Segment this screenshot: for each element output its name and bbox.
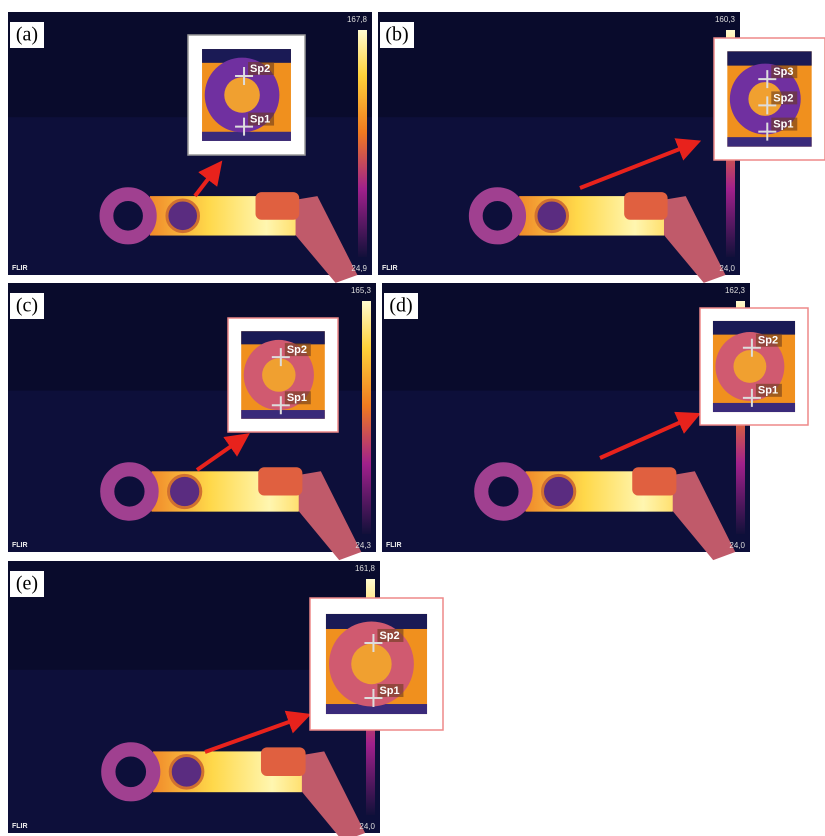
brand-logo: FLIR (12, 823, 28, 830)
scale-max: 160,3 (715, 15, 736, 24)
panel-label: (d) (389, 295, 412, 317)
spot-label: Sp2 (250, 63, 270, 75)
thermal-panel: 161,8 24,0 FLIR (e) Sp2 Sp1 (8, 561, 443, 836)
thermal-panel: 167,8 24,9 FLIR (a) Sp2 Sp1 (8, 12, 372, 283)
inset-core (733, 350, 766, 383)
inset-core (224, 77, 260, 113)
brand-logo: FLIR (12, 265, 28, 272)
inset-core (262, 358, 295, 391)
terminal (624, 192, 667, 220)
thermal-panel: 160,3 24,0 FLIR (b) Sp3 Sp2 Sp1 (378, 12, 825, 283)
color-scale (362, 301, 371, 534)
washer (543, 475, 575, 507)
shadow-region (378, 12, 740, 117)
scale-max: 167,8 (347, 15, 368, 24)
scale-min: 24,0 (359, 822, 375, 831)
spot-label: Sp1 (250, 113, 270, 125)
panel-label: (c) (16, 295, 38, 317)
washer (536, 200, 568, 232)
spot-label: Sp1 (379, 685, 399, 697)
scale-min: 24,0 (719, 264, 735, 273)
spot-label: Sp1 (287, 392, 307, 404)
spot-label: Sp1 (758, 385, 778, 397)
thermal-panel: 165,3 24,3 FLIR (c) Sp2 Sp1 (8, 283, 376, 560)
terminal (258, 467, 302, 495)
spot-label: Sp1 (773, 119, 793, 131)
panel-label: (e) (16, 573, 38, 595)
spot-label: Sp2 (773, 92, 793, 104)
brand-logo: FLIR (382, 265, 398, 272)
inset-core (351, 644, 391, 684)
terminal (256, 192, 300, 220)
terminal (261, 747, 306, 776)
spot-label: Sp3 (773, 66, 793, 78)
terminal (632, 467, 676, 495)
panel-label: (b) (385, 24, 408, 46)
scale-max: 165,3 (351, 286, 372, 295)
panel-label: (a) (16, 24, 38, 46)
washer (170, 755, 203, 788)
inset-top (727, 51, 811, 65)
thermal-panel: 162,3 24,0 FLIR (d) Sp2 Sp1 (382, 283, 808, 560)
figure: 167,8 24,9 FLIR (a) Sp2 Sp1 160,3 24,0 FLIR (b) Sp… (0, 0, 825, 836)
scale-max: 162,3 (725, 286, 746, 295)
scale-min: 24,9 (351, 264, 367, 273)
spot-label: Sp2 (758, 335, 778, 347)
inset-bottom (727, 137, 811, 147)
shadow-region (382, 283, 750, 391)
spot-label: Sp2 (379, 630, 399, 642)
washer (167, 200, 199, 232)
scale-min: 24,0 (729, 541, 745, 550)
scale-min: 24,3 (355, 541, 371, 550)
washer (169, 475, 201, 507)
color-scale (358, 30, 367, 257)
inset-bottom (202, 132, 291, 141)
brand-logo: FLIR (12, 542, 28, 549)
inset-bottom (241, 410, 325, 419)
inset-bottom (713, 403, 795, 412)
spot-label: Sp2 (287, 344, 307, 356)
scale-max: 161,8 (355, 564, 376, 573)
brand-logo: FLIR (386, 542, 402, 549)
